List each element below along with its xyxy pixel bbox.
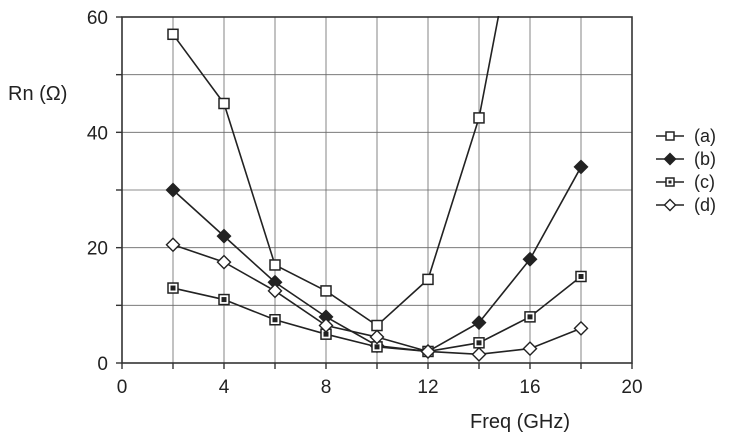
- data-point-fill: [476, 340, 482, 346]
- data-point-fill: [272, 317, 278, 323]
- x-tick-label: 0: [117, 377, 128, 398]
- legend-label: (d): [694, 195, 716, 215]
- legend-label: (a): [694, 126, 716, 146]
- data-point: [573, 320, 589, 336]
- series-layer: [165, 16, 589, 362]
- legend-marker-fill: [668, 180, 672, 184]
- data-point: [216, 228, 232, 244]
- x-tick-label: 16: [519, 377, 540, 398]
- legend-label: (c): [694, 172, 715, 192]
- y-axis-title: Rn (Ω): [8, 83, 67, 105]
- data-point-fill: [323, 331, 329, 337]
- data-point: [165, 182, 181, 198]
- data-point: [269, 259, 281, 271]
- data-point: [165, 237, 181, 253]
- x-tick-label: 8: [321, 377, 332, 398]
- data-point: [420, 343, 436, 359]
- x-tick-label: 4: [219, 377, 230, 398]
- series-3: [167, 270, 587, 358]
- data-point: [422, 273, 434, 286]
- chart-grid: [122, 17, 632, 363]
- legend-marker: [665, 131, 675, 141]
- axis-ticks: [116, 16, 633, 369]
- data-point: [267, 283, 283, 299]
- data-point: [369, 329, 385, 345]
- data-point: [573, 159, 589, 175]
- legend-marker: [663, 152, 677, 166]
- legend-label: (b): [694, 149, 716, 169]
- data-point: [218, 97, 230, 110]
- data-point: [320, 285, 332, 297]
- data-point-fill: [374, 344, 380, 350]
- series-1: [167, 16, 500, 332]
- data-point-fill: [170, 285, 176, 291]
- legend-marker: [663, 198, 677, 212]
- data-point: [216, 254, 232, 270]
- y-tick-label: 40: [87, 123, 108, 144]
- tick-labels: 0 4 8 12 16 20 0 20 40 60: [87, 8, 643, 398]
- data-point: [471, 346, 487, 362]
- data-point: [471, 315, 487, 331]
- data-point: [167, 28, 179, 41]
- y-tick-label: 0: [97, 354, 108, 375]
- y-tick-label: 20: [87, 239, 108, 260]
- legend: (a) (b) (c) (d): [656, 126, 716, 215]
- x-tick-label: 12: [417, 377, 438, 398]
- data-point: [522, 251, 538, 267]
- data-point: [318, 318, 334, 334]
- x-tick-label: 20: [621, 377, 642, 398]
- data-point-fill: [578, 274, 584, 279]
- data-point-fill: [527, 314, 533, 320]
- y-tick-label: 60: [87, 8, 108, 29]
- data-point: [522, 341, 538, 357]
- data-point: [371, 319, 383, 332]
- x-axis-title: Freq (GHz): [470, 411, 570, 433]
- data-point-fill: [221, 297, 227, 303]
- series-4: [165, 237, 589, 362]
- data-point: [473, 112, 485, 124]
- series-line: [172, 16, 500, 327]
